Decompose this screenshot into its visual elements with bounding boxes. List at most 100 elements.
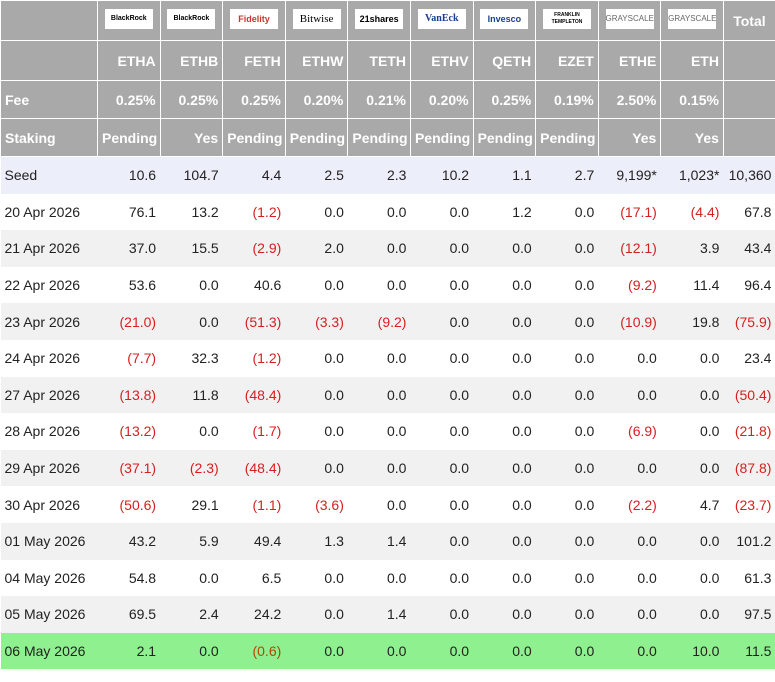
row-label: 05 May 2026: [0, 596, 98, 633]
flow-value: 0.0: [699, 350, 720, 367]
flow-value: 0.0: [410, 522, 474, 560]
issuer-logo: BlackRock: [104, 9, 153, 29]
flow-value: 0.0: [637, 569, 657, 586]
row-label: 29 Apr 2026: [0, 449, 98, 487]
logo-cell: FRANKLIN TEMPLETON: [535, 0, 599, 41]
flow-value: 2.1: [97, 632, 161, 670]
flow-value: 0.0: [410, 596, 474, 633]
flow-value: 1,023*: [660, 156, 724, 194]
flow-value: 54.8: [128, 569, 157, 586]
ticker: EZET: [535, 40, 599, 81]
flow-value: 0.0: [285, 632, 348, 670]
flow-value: (0.6): [222, 632, 286, 670]
ticker: FETH: [222, 40, 286, 81]
flow-row: 05 May 2026 69.5 2.4 24.2 0.0 1.4 0.0 0.0 0.0 0.0…: [0, 596, 775, 633]
flow-value: 0.0: [387, 277, 407, 294]
flow-value: 0.0: [473, 522, 536, 560]
flow-value: 13.2: [191, 203, 219, 220]
flow-value: 29.1: [191, 496, 219, 513]
ticker: ETHB: [159, 40, 224, 81]
staking-row: Staking Pending Yes Pending Pending Pending Pe…: [0, 118, 775, 157]
total-value: (87.8): [723, 449, 775, 487]
fee-value: 0.21%: [347, 80, 411, 119]
flow-value: 0.0: [387, 423, 407, 440]
flow-value: (3.3): [285, 303, 348, 340]
staking-value: Pending: [97, 118, 161, 157]
flow-value: (21.0): [97, 303, 161, 340]
flow-value: (2.9): [222, 230, 286, 267]
flow-value: 0.0: [473, 632, 536, 670]
flow-value: 0.0: [535, 596, 599, 633]
flow-value: 0.0: [598, 376, 661, 414]
flow-value: 0.0: [449, 496, 470, 513]
flow-row: 21 Apr 2026 37.0 15.5 (2.9) 2.0 0.0 0.0 0.0 0.0(…: [0, 230, 775, 267]
flow-value: 2.5: [285, 156, 348, 194]
flow-value: 0.0: [199, 423, 219, 440]
flow-value: 0.0: [598, 596, 661, 633]
total-value: 10,360: [723, 156, 775, 194]
flow-row: Seed 10.6 104.7 4.4 2.5 2.3 10.2 1.1 2.7 9,199* 1,…: [0, 156, 775, 194]
flow-value: 0.0: [598, 522, 661, 560]
fee-value: 0.20%: [409, 80, 474, 119]
flow-value: 104.7: [160, 156, 223, 194]
flow-value: 0.0: [324, 277, 344, 294]
empty-cell: [722, 40, 775, 81]
total-value: 43.4: [723, 230, 775, 267]
flow-value: 40.6: [254, 277, 282, 294]
flow-value: 0.0: [473, 596, 536, 633]
flow-value: 0.0: [199, 569, 219, 586]
flow-value: 49.4: [222, 522, 286, 560]
flow-value: 0.0: [535, 522, 599, 560]
empty-cell: [722, 118, 775, 157]
flow-value: 0.0: [347, 449, 411, 487]
corner-cell: [0, 40, 98, 81]
flow-value: (13.8): [97, 376, 161, 414]
logo-row: BlackRock BlackRock Fidelity Bitwise 21share…: [0, 0, 775, 41]
flow-value: 0.0: [324, 350, 344, 367]
flow-value: 0.0: [535, 449, 599, 487]
flow-value: 2.3: [347, 156, 411, 194]
flow-value: 2.7: [535, 156, 599, 194]
ticker: QETH: [472, 40, 537, 81]
ticker: ETHA: [97, 40, 161, 81]
row-label: 21 Apr 2026: [0, 230, 98, 267]
flow-value: 0.0: [660, 596, 724, 633]
ticker: ETH: [660, 40, 724, 81]
flow-value: 0.0: [387, 203, 407, 220]
flow-value: 3.9: [660, 230, 724, 267]
fee-value: 0.19%: [535, 80, 599, 119]
flow-row: 04 May 2026 54.8 0.0 6.5 0.0 0.0 0.0 0.0 0.0 0.0 0…: [1, 560, 775, 597]
flow-value: 0.0: [347, 632, 411, 670]
flow-value: 10.0: [660, 632, 724, 670]
flow-value: 0.0: [449, 277, 470, 294]
flow-value: 0.0: [660, 376, 724, 414]
logo-cell: Bitwise: [284, 0, 349, 41]
flow-value: 1.3: [285, 522, 348, 560]
flow-value: 0.0: [473, 230, 536, 267]
flow-value: (50.6): [119, 496, 157, 513]
ticker: TETH: [347, 40, 411, 81]
flow-value: 0.0: [660, 449, 724, 487]
flow-value: 0.0: [512, 350, 532, 367]
flow-value: 0.0: [410, 449, 474, 487]
flow-row: 30 Apr 2026 (50.6) 29.1 (1.1) (3.6) 0.0 0.0 0.0…: [1, 486, 775, 523]
flow-value: 37.0: [97, 230, 161, 267]
fee-value: 0.25%: [472, 80, 537, 119]
flow-value: 69.5: [97, 596, 161, 633]
flow-value: 0.0: [598, 449, 661, 487]
row-label: Seed: [0, 156, 98, 194]
flow-value: 11.4: [693, 277, 720, 294]
flow-value: 0.0: [347, 376, 411, 414]
flow-value: 0.0: [535, 230, 599, 267]
flow-value: 0.0: [410, 376, 474, 414]
flow-value: (10.9): [598, 303, 661, 340]
issuer-logo: Bitwise: [292, 9, 341, 29]
flow-value: 0.0: [285, 449, 348, 487]
logo-cell: GRAYSCALE: [597, 0, 662, 41]
flow-value: (1.2): [252, 203, 282, 220]
flow-value: 0.0: [410, 230, 474, 267]
ticker: ETHV: [409, 40, 474, 81]
flow-value: (7.7): [127, 350, 157, 367]
staking-value: Yes: [159, 118, 224, 157]
